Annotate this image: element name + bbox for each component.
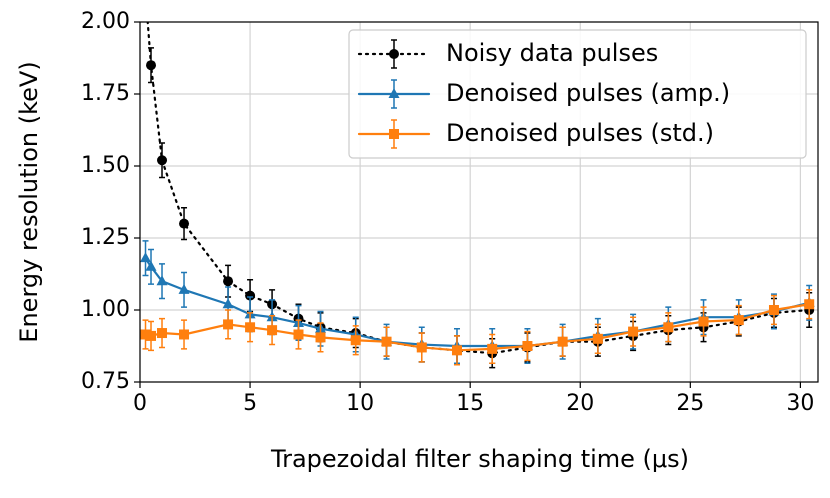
point	[179, 329, 190, 340]
point	[768, 305, 779, 315]
y-tick-label: 2.00	[81, 9, 130, 34]
point	[315, 332, 326, 343]
legend-label: Denoised pulses (std.)	[446, 119, 714, 147]
legend: Noisy data pulses Denoised pulses (amp.) D…	[348, 29, 807, 159]
point	[146, 330, 157, 341]
point	[267, 325, 278, 336]
point	[245, 290, 256, 301]
point	[733, 315, 744, 326]
point	[804, 299, 815, 310]
point	[140, 329, 151, 340]
point	[592, 333, 603, 344]
y-tick-label: 1.50	[81, 153, 130, 178]
x-tick-label: 10	[346, 391, 374, 416]
error-bar	[143, 0, 149, 10]
point	[157, 155, 168, 166]
point	[146, 60, 157, 71]
x-tick-label: 15	[456, 391, 484, 416]
x-axis-label: Trapezoidal filter shaping time (μs)	[270, 445, 689, 473]
point	[178, 283, 190, 294]
point	[698, 316, 709, 327]
x-tick-label: 30	[786, 391, 814, 416]
point	[663, 322, 674, 333]
legend-label: Denoised pulses (amp.)	[446, 79, 730, 107]
y-axis-label: Energy resolution (keV)	[15, 61, 43, 342]
plot-area	[140, 0, 815, 369]
point	[179, 218, 190, 229]
y-tick-label: 1.00	[81, 297, 130, 322]
y-tick-label: 1.75	[81, 81, 130, 106]
point	[140, 252, 152, 263]
point	[487, 343, 498, 354]
x-tick-label: 25	[676, 391, 704, 416]
point	[451, 345, 462, 356]
point	[350, 335, 361, 346]
point	[222, 298, 234, 309]
legend-marker	[389, 129, 399, 139]
legend-marker	[389, 49, 399, 59]
point	[223, 319, 234, 330]
x-tick-label: 0	[133, 391, 147, 416]
legend-marker	[388, 88, 400, 98]
point	[145, 260, 157, 271]
point	[245, 322, 256, 333]
point	[157, 328, 168, 339]
point	[557, 336, 568, 347]
point	[522, 341, 533, 351]
point	[416, 342, 427, 353]
point	[156, 275, 168, 286]
legend-label: Noisy data pulses	[446, 39, 658, 67]
point	[628, 326, 639, 337]
y-tick-label: 0.75	[81, 369, 130, 394]
axes-frame	[139, 21, 819, 383]
series-line	[144, 257, 811, 348]
point	[223, 276, 234, 287]
point	[381, 336, 392, 347]
point	[293, 329, 304, 340]
legend-box	[348, 29, 807, 159]
x-tick-label: 20	[566, 391, 594, 416]
y-tick-label: 1.25	[81, 225, 130, 250]
axes: 0 5 10 15 20 25 30 0.75 1.00 1.25 1.50 1.75 2.00	[81, 9, 814, 416]
x-tick-label: 5	[243, 391, 257, 416]
